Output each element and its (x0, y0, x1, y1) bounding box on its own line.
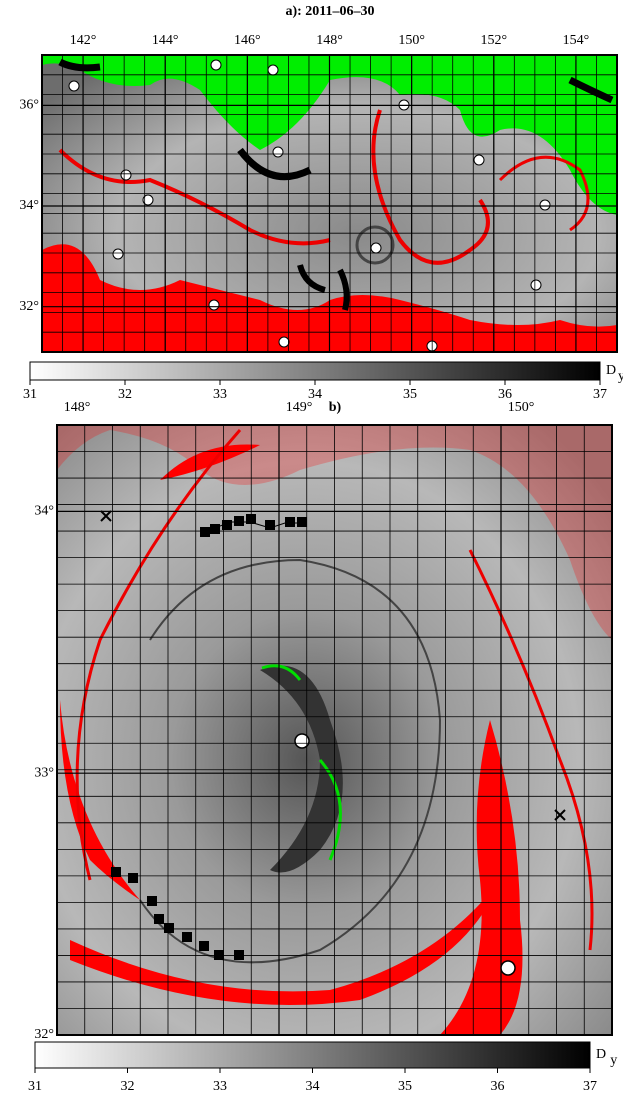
colorbar-tick-label: 36 (498, 387, 512, 402)
colorbar-label: D (596, 1047, 606, 1062)
x-tick-label: 144° (152, 33, 179, 48)
colorbar-tick-label: 35 (403, 387, 417, 402)
x-tick-label: 149° (286, 400, 313, 415)
y-tick-label: 34° (34, 504, 54, 519)
x-tick-label: 148° (316, 33, 343, 48)
x-tick-label: 148° (64, 400, 91, 415)
colorbar-tick-label: 32 (121, 1079, 135, 1094)
x-tick-label: 142° (70, 33, 97, 48)
colorbar-label-sub: y (618, 369, 623, 384)
colorbar (34, 1041, 591, 1069)
colorbar-label-sub: y (610, 1053, 617, 1068)
colorbar-tick-label: 36 (491, 1079, 505, 1094)
colorbar (29, 361, 601, 381)
colorbar-tick-label: 33 (213, 387, 227, 402)
colorbar-tick-label: 37 (593, 387, 607, 402)
x-tick-label: 150° (508, 400, 535, 415)
y-tick-label: 32° (19, 299, 39, 314)
y-tick-label: 33° (34, 765, 54, 780)
x-tick-label: 154° (563, 33, 590, 48)
colorbar-tick-label: 34 (306, 1079, 320, 1094)
y-tick-label: 32° (34, 1027, 54, 1042)
colorbar-tick-label: 32 (118, 387, 132, 402)
colorbar-tick-label: 31 (28, 1079, 42, 1094)
x-tick-label: 150° (398, 33, 425, 48)
y-tick-label: 34° (19, 198, 39, 213)
colorbar-tick-label: 34 (308, 387, 322, 402)
panel-title: b) (329, 400, 342, 415)
y-tick-label: 36° (19, 98, 39, 113)
colorbar-label: D (606, 363, 616, 378)
x-tick-label: 152° (480, 33, 507, 48)
colorbar-tick-label: 35 (398, 1079, 412, 1094)
colorbar-tick-label: 37 (583, 1079, 597, 1094)
colorbar-tick-label: 31 (23, 387, 37, 402)
panel-title: a): 2011–06–30 (285, 4, 374, 19)
x-tick-label: 146° (234, 33, 261, 48)
colorbar-tick-label: 33 (213, 1079, 227, 1094)
